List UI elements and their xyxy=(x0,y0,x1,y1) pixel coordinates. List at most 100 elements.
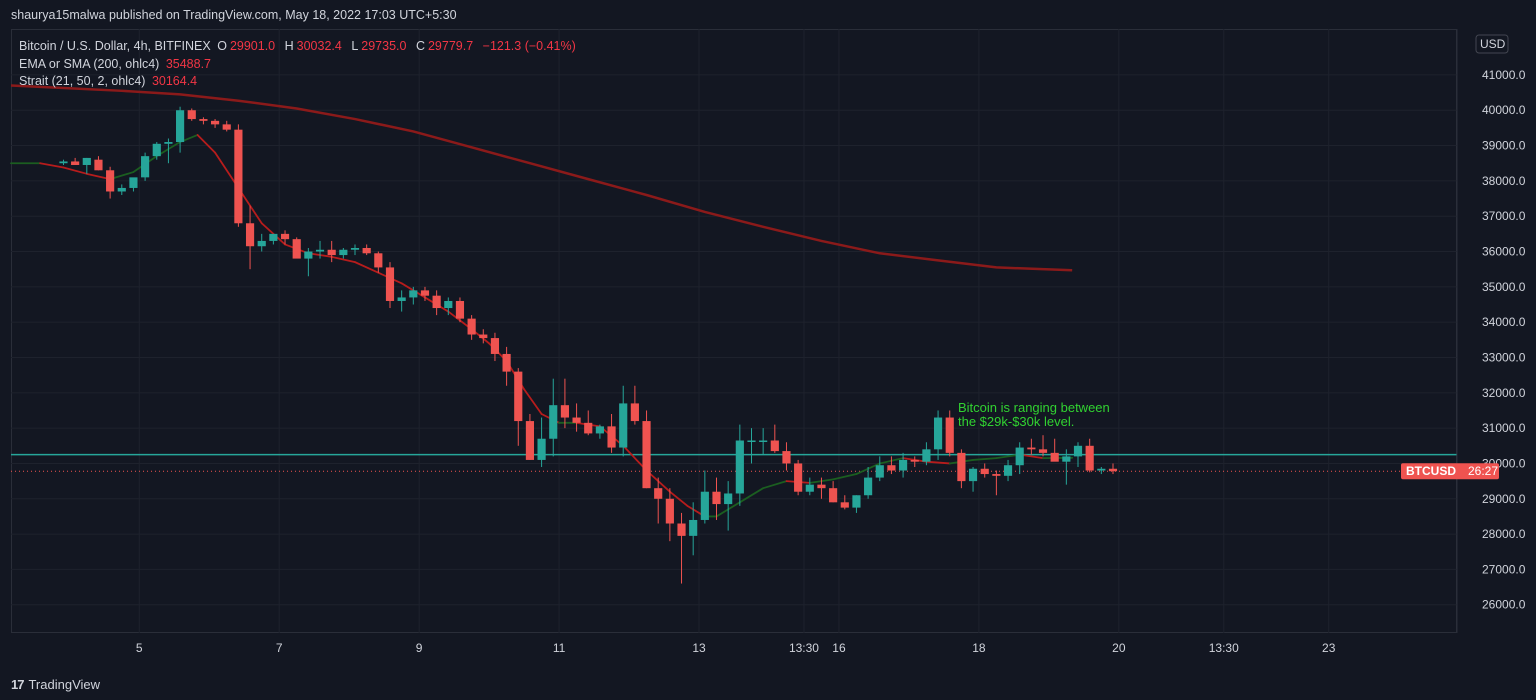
candle[interactable] xyxy=(968,466,978,492)
candle[interactable] xyxy=(245,205,255,270)
candle[interactable] xyxy=(910,456,919,467)
candle[interactable] xyxy=(187,108,196,121)
currency-label[interactable]: USD xyxy=(1480,37,1506,51)
candle[interactable] xyxy=(1085,438,1094,473)
candle[interactable] xyxy=(992,470,1001,496)
candle[interactable] xyxy=(362,244,371,256)
candle[interactable] xyxy=(782,442,791,471)
candle[interactable] xyxy=(654,477,663,524)
candle[interactable] xyxy=(829,481,838,503)
candle[interactable] xyxy=(234,124,243,227)
candle[interactable] xyxy=(1097,466,1106,475)
candle[interactable] xyxy=(257,233,266,252)
candle[interactable] xyxy=(980,463,989,478)
candle[interactable] xyxy=(94,156,103,171)
candle[interactable] xyxy=(619,385,628,457)
candle[interactable] xyxy=(537,417,546,467)
candle[interactable] xyxy=(747,428,756,464)
candle[interactable] xyxy=(572,403,581,432)
candle[interactable] xyxy=(327,240,336,263)
candle[interactable] xyxy=(1038,435,1048,457)
candle[interactable] xyxy=(350,244,360,256)
candle[interactable] xyxy=(315,240,325,259)
candle[interactable] xyxy=(397,290,406,312)
candle[interactable] xyxy=(724,481,733,531)
candle[interactable] xyxy=(152,142,161,160)
candle[interactable] xyxy=(945,410,954,457)
legend-strait-label[interactable]: Strait (21, 50, 2, ohlc4) xyxy=(19,74,146,88)
candle[interactable] xyxy=(549,378,558,457)
candle[interactable] xyxy=(141,152,150,181)
candle[interactable] xyxy=(759,428,768,455)
candle[interactable] xyxy=(817,477,826,499)
candle[interactable] xyxy=(1050,438,1059,462)
legend-symbol[interactable]: Bitcoin / U.S. Dollar, 4h, BITFINEX xyxy=(19,39,211,53)
candle[interactable] xyxy=(292,237,301,259)
candle[interactable] xyxy=(467,315,476,340)
candle[interactable] xyxy=(630,385,639,425)
candle[interactable] xyxy=(677,512,686,584)
candle[interactable] xyxy=(432,290,441,316)
candle[interactable] xyxy=(514,368,523,446)
candle[interactable] xyxy=(642,410,651,489)
candle[interactable] xyxy=(199,117,208,125)
candle[interactable] xyxy=(444,297,453,316)
candle[interactable] xyxy=(525,414,535,460)
candle[interactable] xyxy=(59,159,68,165)
candle[interactable] xyxy=(479,329,488,344)
candle[interactable] xyxy=(1015,442,1024,475)
candle[interactable] xyxy=(304,247,313,277)
candle[interactable] xyxy=(595,424,604,439)
legend-ema-label[interactable]: EMA or SMA (200, ohlc4) xyxy=(19,56,160,71)
candle[interactable] xyxy=(1027,438,1036,455)
candle[interactable] xyxy=(712,477,721,520)
candle[interactable] xyxy=(665,488,674,542)
candle[interactable] xyxy=(840,495,849,510)
candle[interactable] xyxy=(887,456,896,475)
candle[interactable] xyxy=(957,449,966,489)
candle[interactable] xyxy=(805,477,814,496)
candle[interactable] xyxy=(502,346,511,386)
candle[interactable] xyxy=(420,286,430,301)
currency-button[interactable] xyxy=(1475,34,1509,54)
price-tick-label: 27000.0 xyxy=(1482,562,1526,576)
candle[interactable] xyxy=(735,424,744,506)
candle[interactable] xyxy=(269,233,278,245)
candle[interactable] xyxy=(280,230,290,245)
candle[interactable] xyxy=(899,452,908,478)
footer-brand[interactable]: TradingView xyxy=(28,677,101,692)
candle[interactable] xyxy=(1003,459,1013,482)
candle[interactable] xyxy=(933,410,943,460)
candle[interactable] xyxy=(385,262,395,309)
candle[interactable] xyxy=(222,120,231,132)
candle[interactable] xyxy=(689,502,698,556)
candle-body xyxy=(71,161,80,165)
candle[interactable] xyxy=(864,466,873,499)
candle[interactable] xyxy=(339,247,348,259)
candle[interactable] xyxy=(374,251,383,273)
candle[interactable] xyxy=(164,138,173,164)
candle[interactable] xyxy=(875,456,884,482)
candle[interactable] xyxy=(922,442,931,466)
candle[interactable] xyxy=(700,470,709,524)
candle[interactable] xyxy=(584,410,593,436)
candle[interactable] xyxy=(852,495,861,513)
candle[interactable] xyxy=(607,414,616,453)
candle[interactable] xyxy=(176,106,185,153)
candle[interactable] xyxy=(770,424,779,453)
candle[interactable] xyxy=(71,157,80,165)
candle[interactable] xyxy=(106,166,115,199)
candle[interactable] xyxy=(1108,463,1118,475)
candle[interactable] xyxy=(210,119,220,128)
candle[interactable] xyxy=(82,157,91,174)
candle[interactable] xyxy=(560,378,569,429)
candle[interactable] xyxy=(129,177,138,192)
candle[interactable] xyxy=(455,297,465,323)
candle[interactable] xyxy=(794,459,803,496)
candle[interactable] xyxy=(409,286,418,305)
candle[interactable] xyxy=(117,184,126,196)
candle[interactable] xyxy=(1062,449,1071,485)
candle[interactable] xyxy=(1073,442,1083,467)
candle[interactable] xyxy=(490,332,500,362)
